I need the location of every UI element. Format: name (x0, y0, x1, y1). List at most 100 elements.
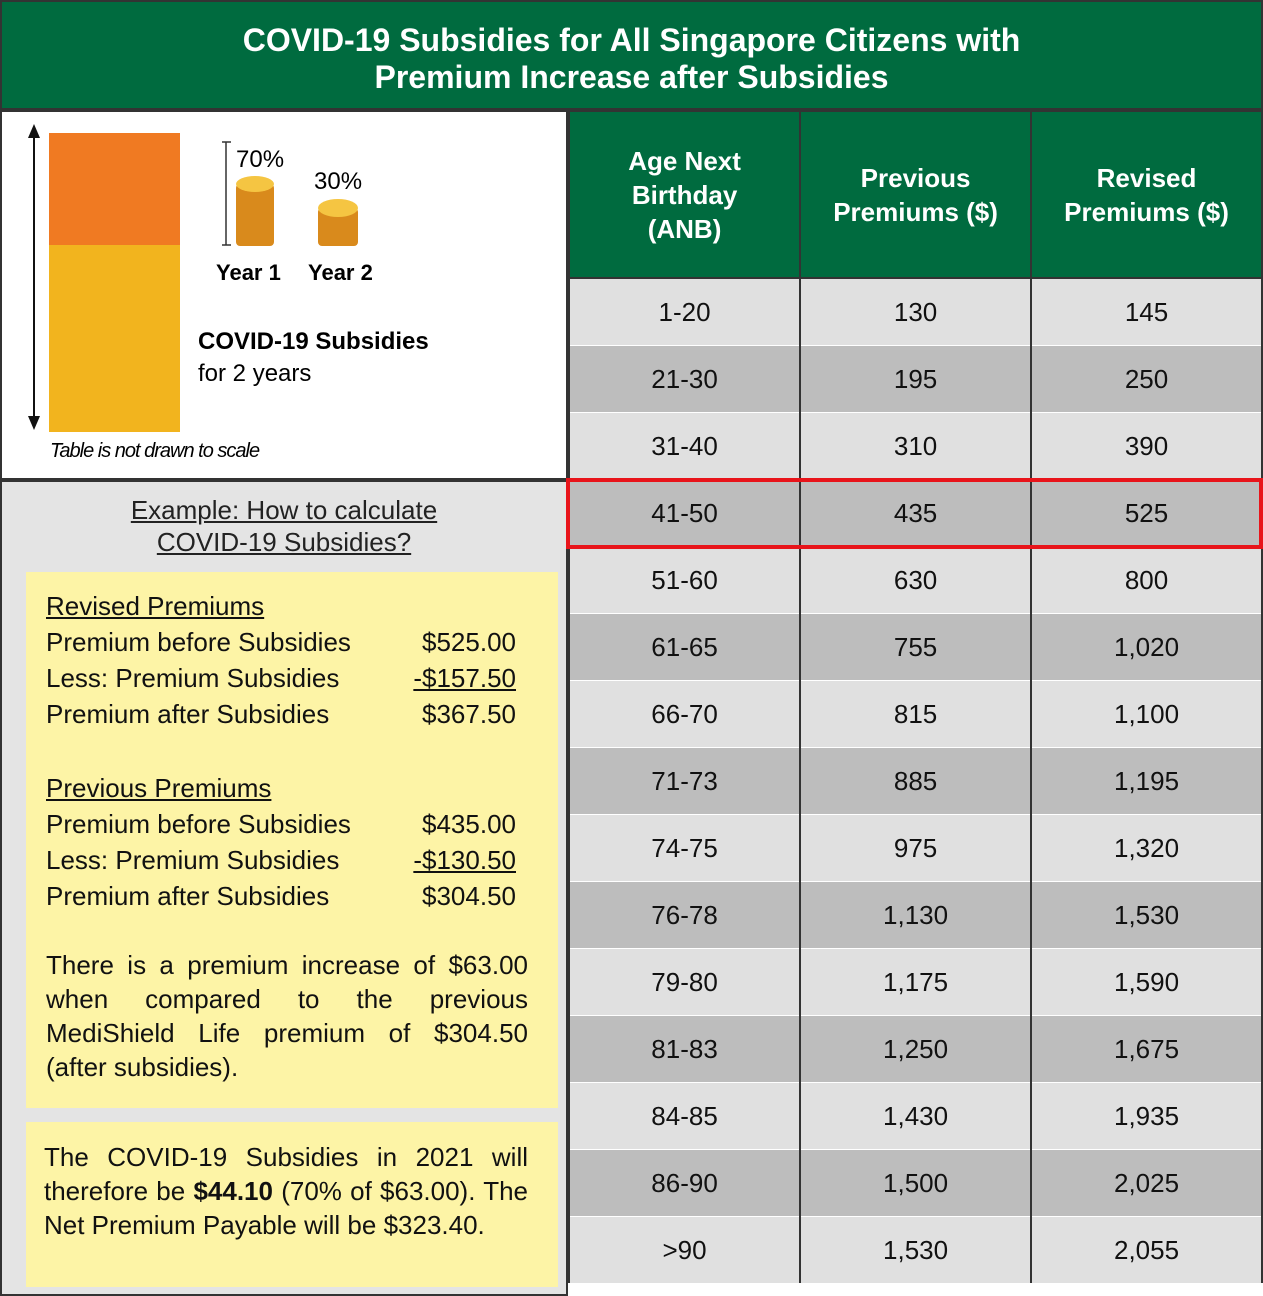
calc-row: Premium after Subsidies $367.50 (46, 696, 558, 732)
table-cell: 1,530 (1031, 882, 1262, 949)
table-cell: 800 (1031, 547, 1262, 614)
page: {"header": {"title_lines": ["COVID-19 Su… (0, 0, 1263, 1296)
table-cell: 66-70 (569, 681, 800, 748)
calc-row: Premium before Subsidies $525.00 (46, 624, 558, 660)
calc-amount: -$130.50 (413, 842, 516, 878)
calc-label: Less: Premium Subsidies (46, 663, 339, 693)
table-cell: 885 (800, 748, 1031, 815)
legend-label-bold: COVID-19 Subsidies (198, 328, 429, 356)
calc-row: Less: Premium Subsidies -$130.50 (46, 842, 558, 878)
calc-row: Premium after Subsidies$304.50 (46, 878, 558, 914)
increase-text: There is a premium increase of $63.00 wh… (46, 948, 558, 1084)
calc-label: Premium after Subsidies (46, 699, 329, 729)
calc-label: Premium before Subsidies (46, 809, 351, 839)
calc-row: Less: Premium Subsidies -$157.50 (46, 660, 558, 696)
coin-stack-large (236, 176, 274, 246)
table-cell: 1,195 (1031, 748, 1262, 815)
year2-label: Year 2 (308, 260, 373, 286)
table-cell: 390 (1031, 413, 1262, 480)
table-cell: 79-80 (569, 949, 800, 1016)
legend-label: for 2 years (198, 360, 311, 388)
table-cell: 1,100 (1031, 681, 1262, 748)
column-header-line: Revised (1033, 161, 1260, 195)
scale-note: Table is not drawn to scale (50, 440, 259, 463)
coin-stack-small (318, 199, 358, 246)
calc-amount: $367.50 (422, 696, 516, 732)
year1-pct: 70% (236, 146, 284, 174)
table-cell: >90 (569, 1217, 800, 1284)
column-header-line: Premiums ($) (1033, 195, 1260, 229)
table-cell: 41-50 (569, 480, 800, 547)
table-cell: 84-85 (569, 1083, 800, 1150)
block-heading: Previous Premiums (46, 770, 558, 806)
table-cell: 1,175 (800, 949, 1031, 1016)
table-cell: 1,020 (1031, 614, 1262, 681)
calc-amount: $525.00 (422, 624, 516, 660)
table-cell: 1,430 (800, 1083, 1031, 1150)
calc-label: Premium before Subsidies (46, 627, 351, 657)
table-cell: 1,130 (800, 882, 1031, 949)
calc-amount: $435.00 (422, 806, 516, 842)
column-header-line: Age Next (571, 144, 798, 178)
table-cell: 435 (800, 480, 1031, 547)
column-header-line: (ANB) (571, 212, 798, 246)
table-cell: 86-90 (569, 1150, 800, 1217)
table-cell: 61-65 (569, 614, 800, 681)
column-header-line: Previous (802, 161, 1029, 195)
legend-panel: 70% 30% Year 1 Year 2 COVID-19 Subsidies… (0, 110, 568, 480)
example-title-line: Example: How to calculate (2, 494, 566, 526)
table-cell: 1,935 (1031, 1083, 1262, 1150)
calc-amount: $304.50 (422, 878, 516, 914)
table-cell: 525 (1031, 480, 1262, 547)
table-cell: 1,250 (800, 1016, 1031, 1083)
table-cell: 1,530 (800, 1217, 1031, 1284)
table-cell: 71-73 (569, 748, 800, 815)
table-cell: 1,500 (800, 1150, 1031, 1217)
table-cell: 51-60 (569, 547, 800, 614)
conclusion-amount: $44.10 (193, 1176, 273, 1206)
calc-label: Less: Premium Subsidies (46, 845, 339, 875)
table-cell: 74-75 (569, 815, 800, 882)
table-cell: 2,025 (1031, 1150, 1262, 1217)
table-cell: 975 (800, 815, 1031, 882)
table-cell: 21-30 (569, 346, 800, 413)
table-cell: 130 (800, 278, 1031, 346)
table-row: 81-831,2501,675 (569, 1016, 1262, 1083)
table-cell: 250 (1031, 346, 1262, 413)
calc-row: Premium before Subsidies $435.00 (46, 806, 558, 842)
table-cell: 1,320 (1031, 815, 1262, 882)
title-line: Premium Increase after Subsidies (2, 59, 1261, 96)
year1-label: Year 1 (216, 260, 281, 286)
table-cell: 31-40 (569, 413, 800, 480)
example-panel: Example: How to calculate COVID-19 Subsi… (0, 480, 568, 1296)
table-cell: 76-78 (569, 882, 800, 949)
table-cell: 145 (1031, 278, 1262, 346)
table-cell: 195 (800, 346, 1031, 413)
table-cell: 81-83 (569, 1016, 800, 1083)
example-title: Example: How to calculate COVID-19 Subsi… (2, 494, 566, 558)
block-heading: Revised Premiums (46, 588, 558, 624)
table-cell: 1,590 (1031, 949, 1262, 1016)
column-header-line: Birthday (571, 178, 798, 212)
table-cell: 815 (800, 681, 1031, 748)
calc-amount: -$157.50 (413, 660, 516, 696)
table-cell: 310 (800, 413, 1031, 480)
